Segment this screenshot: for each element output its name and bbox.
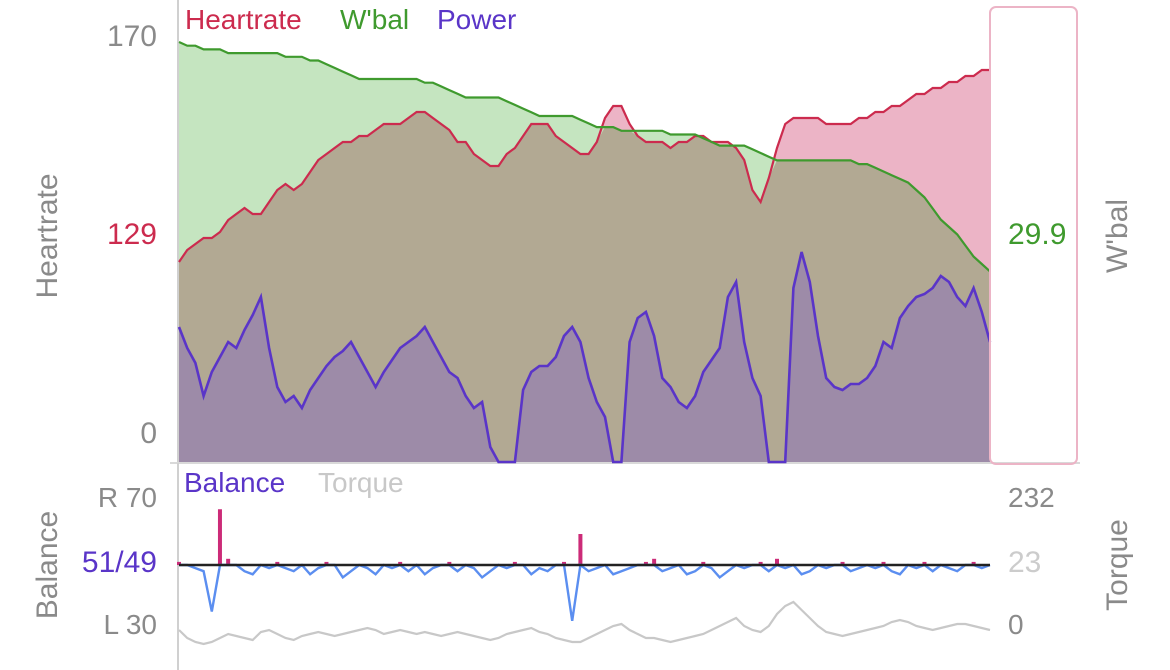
torque-line: [178, 600, 991, 646]
torque-tick-232: 232: [1008, 482, 1055, 513]
balance-left-line: [179, 562, 991, 621]
power-line: [177, 251, 992, 464]
balance-tick-r70: R 70: [98, 482, 157, 513]
wbal-current-value: 29.9: [1008, 218, 1066, 251]
torque-tick-0: 0: [1008, 609, 1024, 640]
balance-tick-l30: L 30: [104, 609, 157, 640]
hr-tick-0: 0: [140, 417, 157, 450]
selection-marker[interactable]: [989, 6, 1078, 465]
legend-power: Power: [437, 4, 516, 35]
power-area: [179, 252, 990, 462]
wbal-line: [178, 40, 991, 273]
legend-balance: Balance: [184, 467, 285, 498]
balance-tick-current: 51/49: [82, 546, 157, 579]
legend-heartrate: Heartrate: [185, 4, 302, 35]
hr-tick-current: 129: [107, 218, 157, 251]
hr-tick-170: 170: [107, 20, 157, 53]
torque-axis-label: Torque: [1101, 519, 1134, 611]
legend-wbal: W'bal: [340, 4, 409, 35]
torque-tick-23: 23: [1008, 546, 1041, 579]
hr-axis-label: Heartrate: [31, 173, 64, 298]
legend-torque: Torque: [318, 467, 404, 498]
wbal-axis-label: W'bal: [1101, 199, 1134, 273]
bottom-panel-lines: [177, 509, 991, 646]
top-panel-areas: [177, 40, 992, 464]
balance-axis-label: Balance: [31, 511, 64, 619]
heartrate-line: [178, 68, 990, 263]
